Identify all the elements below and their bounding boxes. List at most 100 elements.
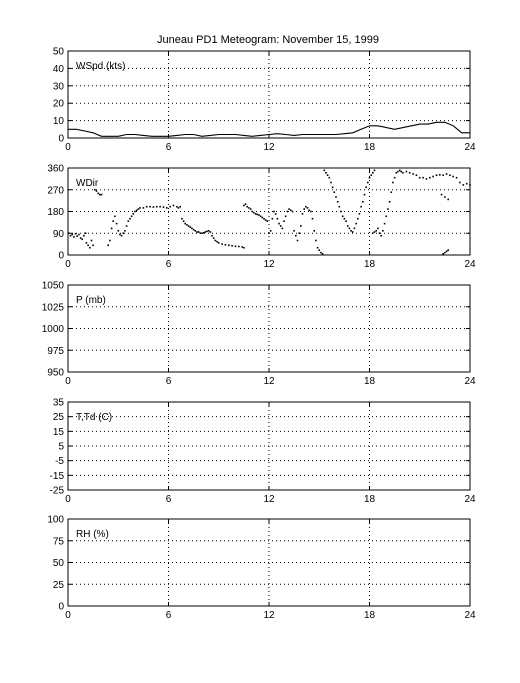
y-tick-label: 950 — [47, 368, 64, 379]
data-point — [182, 220, 185, 222]
data-point — [132, 213, 135, 215]
data-point — [284, 215, 287, 218]
panel-5: 0 6 12 18 24 0 25 50 75 100 RH (%) — [47, 515, 476, 622]
y-tick-label: 25 — [53, 412, 65, 423]
data-point — [254, 213, 257, 215]
data-point — [238, 245, 240, 248]
data-point — [243, 246, 245, 249]
data-point — [387, 208, 389, 210]
data-point — [375, 230, 377, 232]
data-point — [395, 172, 398, 174]
data-point — [286, 210, 289, 213]
x-tick-label: 6 — [166, 610, 172, 621]
x-tick-label: 24 — [464, 494, 476, 505]
data-point — [353, 227, 356, 230]
data-point — [397, 170, 399, 173]
x-tick-label: 24 — [464, 142, 476, 153]
data-point — [264, 219, 267, 221]
data-point — [328, 176, 331, 179]
data-point — [135, 209, 138, 212]
data-point — [435, 174, 438, 176]
y-tick-label: 10 — [53, 116, 65, 127]
data-point — [259, 215, 262, 218]
data-point — [216, 240, 218, 243]
data-point — [355, 222, 357, 225]
data-point — [348, 227, 351, 230]
data-point — [315, 239, 317, 242]
data-point — [418, 176, 421, 179]
data-point — [346, 225, 349, 227]
data-point — [249, 208, 252, 210]
data-point — [201, 232, 203, 234]
data-point — [97, 192, 99, 195]
data-point — [87, 244, 89, 247]
data-point — [368, 176, 371, 179]
data-point — [382, 230, 384, 232]
data-point — [343, 217, 346, 220]
y-tick-label: 20 — [53, 99, 65, 110]
data-point — [191, 227, 193, 230]
data-point — [444, 196, 446, 198]
data-point — [459, 181, 461, 184]
panel-label: P (mb) — [76, 295, 106, 306]
data-point — [372, 172, 374, 174]
y-tick-label: -25 — [50, 486, 65, 497]
data-point — [311, 217, 314, 220]
data-point — [373, 169, 376, 172]
data-point — [196, 231, 198, 233]
data-point — [303, 208, 305, 210]
data-point — [393, 176, 396, 179]
data-point — [305, 205, 307, 208]
data-point — [380, 234, 382, 237]
data-point — [306, 207, 309, 209]
data-point — [358, 213, 361, 215]
data-point — [189, 226, 192, 228]
x-tick-label: 12 — [263, 142, 275, 153]
data-point — [298, 232, 300, 234]
data-point — [241, 246, 243, 248]
panel-label: WSpd (kts) — [76, 61, 125, 72]
data-point — [465, 182, 468, 185]
data-point — [422, 176, 424, 179]
x-tick-label: 18 — [364, 142, 376, 153]
data-point — [94, 188, 96, 191]
data-point — [251, 210, 253, 213]
data-point — [166, 207, 168, 209]
data-point — [362, 201, 364, 203]
y-tick-label: 975 — [47, 346, 64, 357]
data-point — [447, 198, 449, 201]
data-point — [320, 251, 322, 254]
data-point — [246, 205, 248, 208]
data-point — [310, 210, 312, 213]
data-point — [134, 210, 136, 213]
x-tick-label: 0 — [65, 376, 71, 387]
data-point — [199, 232, 202, 234]
data-point — [440, 193, 443, 196]
data-point — [130, 215, 133, 218]
data-point — [207, 230, 210, 232]
data-point — [214, 239, 217, 242]
data-point — [279, 225, 282, 227]
data-point — [365, 186, 367, 189]
data-point — [383, 222, 386, 225]
y-tick-label: 1000 — [42, 324, 65, 335]
y-tick-label: 180 — [47, 207, 64, 218]
panel-3: 0 6 12 18 24 950 975 1000 1025 1050 P (mb) — [42, 281, 476, 388]
data-point — [81, 238, 83, 241]
data-point — [112, 220, 114, 222]
data-point — [181, 217, 183, 220]
data-point — [256, 213, 259, 216]
x-tick-label: 24 — [464, 376, 476, 387]
data-point — [452, 175, 454, 178]
data-point — [187, 225, 190, 227]
data-point — [137, 208, 140, 210]
x-tick-label: 6 — [166, 376, 172, 387]
y-tick-label: 1050 — [42, 281, 65, 292]
data-point — [385, 215, 387, 218]
data-point — [326, 174, 329, 176]
y-tick-label: 0 — [58, 251, 64, 262]
x-tick-label: 12 — [263, 494, 275, 505]
data-point — [253, 211, 255, 214]
